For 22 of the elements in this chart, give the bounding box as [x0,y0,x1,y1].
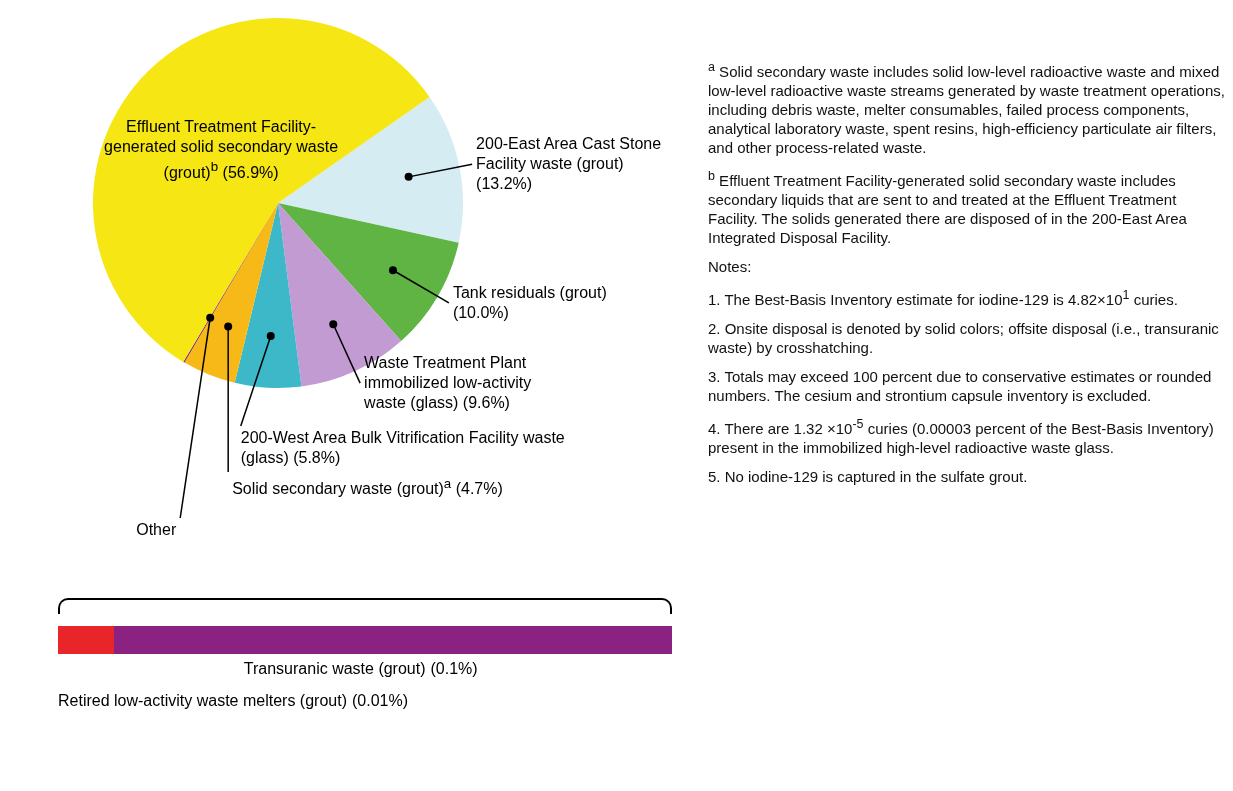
data-label: (10.0%) [452,303,509,321]
slice-label: 200-West Area Bulk Vitrification Facility waste (glass) (5.8%) [240,428,566,468]
category-label: Transuranic waste (grout) [243,660,426,678]
text: $^{a}$ Solid secondary waste includes solid low-level radioactive waste and mixed low-level radioactive waste streams generated by waste treatment operations, including debris waste, melter consumables, failed process components, analytical laboratory waste, spent resins, high-efficiency particulate air filters, and other process-related waste. [708,59,1226,157]
data-label: (56.9%) [222,163,279,181]
slice-label: Other [136,520,177,540]
text: $^{b}$ Effluent Treatment Facility-generated solid secondary waste includes secondary liquids that are sent to and treated at the Effluent Treatment Facility. The solids generated there are disposed of in the 200-East Area Integrated Disposal Facility. [708,168,1188,247]
data-label: (13.2%) [476,175,533,193]
data-label: (4.7%) [455,480,503,498]
slice-label: Tank residuals (grout) [452,283,607,301]
text: 5. No iodine-129 is captured in the sulfate grout. [708,467,1029,486]
slice-label: Waste Treatment Plant immobilized low-activity waste (glass) (9.6%) [364,353,533,414]
text: 3. Totals may exceed 100 percent due to conservative estimates or rounded numbers. The cesium and strontium capsule inventory is excluded. [708,367,1213,405]
text: 4. There are 1.32 ×10$^{-5}$ curies (0.00003 percent of the Best-Basis Inventory) present in the immobilized high-level radioactive waste glass. [708,416,1215,457]
category-label: Retired low-activity waste melters (grout) [58,692,347,710]
slice-label: 200-East Area Cast Stone Facility waste (grout) [476,135,662,173]
data-label: (0.01%) [351,692,408,710]
slice-label: Solid secondary waste (grout)$^{a}$ [232,476,452,498]
text: 1. The Best-Basis Inventory estimate for iodine-129 is 4.82×10$^{1}$ curies. [708,287,1179,309]
text: Notes: [708,257,753,276]
data-label: (0.1%) [430,660,478,678]
text: 2. Onsite disposal is denoted by solid colors; offsite disposal (i.e., transuranic waste) by crosshatching. [708,319,1220,357]
